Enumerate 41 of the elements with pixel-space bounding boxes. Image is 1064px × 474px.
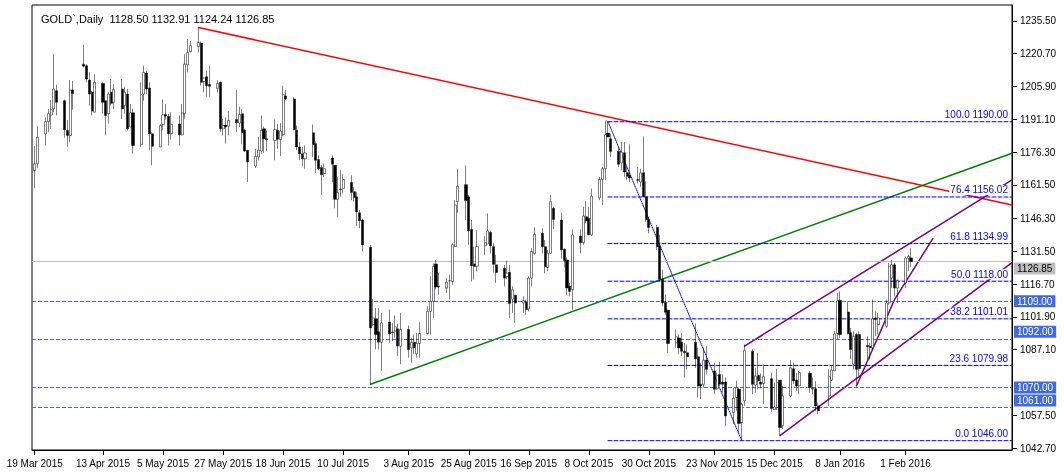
x-tick-label: 18 Jun 2015 bbox=[255, 457, 312, 469]
y-tick-label: 1235.50 bbox=[1020, 15, 1057, 27]
ref-line-label: 1070.00 bbox=[1017, 382, 1054, 394]
x-tick-label: 1 Feb 2016 bbox=[880, 457, 932, 469]
series-label: 0.0 1046.00 bbox=[955, 428, 1009, 440]
series-label: 76.4 1156.02 bbox=[950, 184, 1009, 196]
y-tick-label: 1057.50 bbox=[1020, 409, 1057, 421]
x-tick-label: 8 Jan 2016 bbox=[815, 457, 866, 469]
series-label: 23.6 1079.98 bbox=[949, 352, 1009, 364]
ref-line-label: 1126.85 bbox=[1017, 263, 1053, 275]
y-tick-label: 1220.70 bbox=[1020, 48, 1057, 60]
y-tick-label: 1191.10 bbox=[1020, 113, 1056, 125]
x-tick-label: 23 Nov 2015 bbox=[686, 457, 744, 469]
series-label: 38.2 1101.01 bbox=[950, 306, 1009, 318]
x-tick-label: 8 Oct 2015 bbox=[564, 457, 614, 469]
y-tick-label: 1042.70 bbox=[1020, 442, 1057, 454]
x-tick-label: 5 May 2015 bbox=[136, 457, 190, 469]
series-label: 50.0 1118.00 bbox=[951, 268, 1009, 280]
x-tick-label: 16 Sep 2015 bbox=[500, 457, 558, 469]
y-tick-label: 1101.90 bbox=[1020, 311, 1056, 323]
x-tick-label: 30 Oct 2015 bbox=[621, 457, 677, 469]
y-tick-label: 1087.10 bbox=[1020, 344, 1057, 356]
x-tick-label: 3 Aug 2015 bbox=[383, 457, 435, 469]
ref-line-label: 1092.00 bbox=[1017, 326, 1054, 338]
x-tick-label: 27 May 2015 bbox=[194, 457, 253, 469]
y-tick-label: 1131.50 bbox=[1020, 245, 1056, 257]
x-tick-label: 13 Apr 2015 bbox=[76, 457, 131, 469]
x-tick-label: 25 Aug 2015 bbox=[440, 457, 498, 469]
x-tick-label: 10 Jul 2015 bbox=[317, 457, 370, 469]
y-tick-label: 1205.90 bbox=[1020, 81, 1057, 93]
x-tick-label: 19 Mar 2015 bbox=[6, 457, 64, 469]
ref-line-label: 1109.00 bbox=[1017, 295, 1053, 307]
text: GOLD`,Daily 1128.50 1132.91 1124.24 1126.85 bbox=[41, 12, 275, 25]
y-tick-label: 1146.30 bbox=[1020, 213, 1056, 225]
series-label: 100.0 1190.00 bbox=[944, 109, 1009, 121]
ref-line-label: 1061.00 bbox=[1017, 394, 1054, 406]
x-tick-label: 15 Dec 2015 bbox=[746, 457, 804, 469]
series-label: 61.8 1134.99 bbox=[950, 231, 1009, 243]
y-tick-label: 1116.70 bbox=[1020, 278, 1056, 290]
y-tick-label: 1176.30 bbox=[1020, 146, 1056, 158]
y-tick-label: 1161.50 bbox=[1020, 179, 1056, 191]
